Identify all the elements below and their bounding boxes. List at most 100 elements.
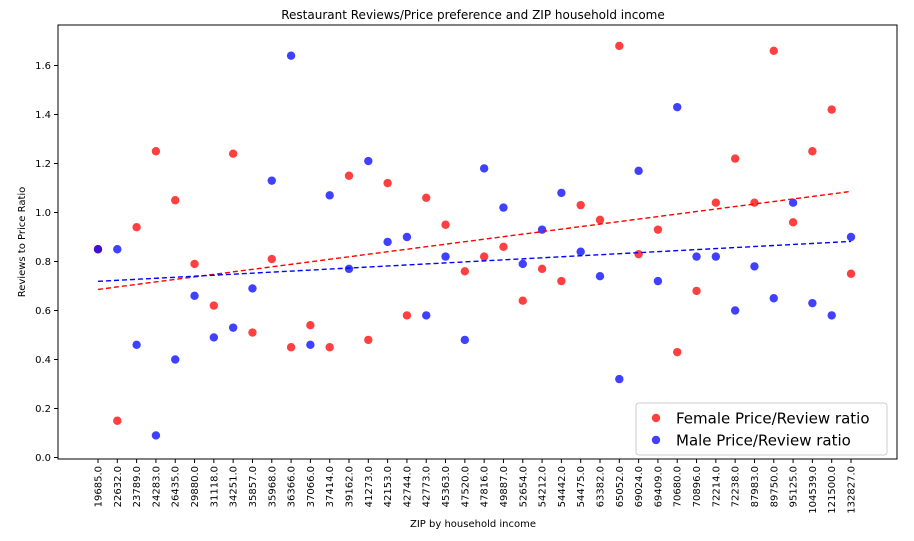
male-point xyxy=(846,232,856,242)
y-tick-label: 0.0 xyxy=(35,453,51,464)
x-tick-label: 89750.0 xyxy=(769,466,780,507)
male-point xyxy=(228,323,238,332)
female-point xyxy=(113,416,122,425)
x-tick-label: 42773.0 xyxy=(422,466,433,507)
female-point xyxy=(595,215,605,225)
female-point xyxy=(615,41,624,51)
y-tick-label: 1.4 xyxy=(35,110,51,121)
female-point xyxy=(711,198,721,207)
male-point xyxy=(711,252,721,261)
male-point xyxy=(673,102,682,112)
legend-marker-female xyxy=(651,413,661,423)
x-tick-label: 69024.0 xyxy=(634,466,645,507)
male-point xyxy=(788,198,798,207)
male-point xyxy=(306,340,315,349)
female-point xyxy=(344,171,354,180)
female-point xyxy=(769,46,778,55)
male-point xyxy=(460,335,470,345)
male-point xyxy=(364,156,373,166)
female-point xyxy=(209,301,219,310)
female-point xyxy=(808,147,817,156)
male-point xyxy=(808,298,817,308)
legend-label-female: Female Price/Review ratio xyxy=(676,410,870,428)
x-tick-label: 41273.0 xyxy=(364,466,375,507)
x-tick-label: 24283.0 xyxy=(151,466,162,507)
male-point xyxy=(576,247,585,256)
female-point xyxy=(441,220,450,229)
male-point xyxy=(93,245,103,254)
male-point xyxy=(499,203,508,212)
female-point xyxy=(286,343,296,352)
female-point xyxy=(151,147,161,156)
x-tick-label: 36366.0 xyxy=(287,466,298,507)
x-tick-label: 54442.0 xyxy=(557,466,568,507)
male-point xyxy=(402,232,412,242)
female-point xyxy=(267,254,276,264)
x-tick-label: 65052.0 xyxy=(615,466,626,507)
female-point xyxy=(132,223,141,232)
male-point xyxy=(557,188,566,198)
male-point xyxy=(248,284,257,293)
female-point xyxy=(730,154,740,163)
male-point xyxy=(479,164,489,173)
x-tick-label: 37414.0 xyxy=(325,466,336,507)
male-point xyxy=(209,333,219,342)
female-point xyxy=(557,276,566,286)
male-point xyxy=(383,237,392,247)
male-trend-line xyxy=(97,240,852,283)
female-point xyxy=(518,296,527,305)
female-point xyxy=(479,252,489,261)
x-tick-label: 72214.0 xyxy=(711,466,722,507)
female-point xyxy=(653,225,663,234)
x-tick-label: 47816.0 xyxy=(480,466,491,507)
x-tick-label: 95125.0 xyxy=(789,466,800,507)
male-point xyxy=(750,262,759,271)
male-point xyxy=(113,245,122,254)
x-tick-label: 70896.0 xyxy=(692,466,703,507)
x-tick-label: 22632.0 xyxy=(113,466,124,507)
x-tick-label: 121500.0 xyxy=(827,466,838,514)
y-axis-label: Reviews to Price Ratio xyxy=(17,187,28,298)
male-point xyxy=(132,340,141,349)
male-point xyxy=(769,294,778,303)
x-tick-label: 23789.0 xyxy=(132,466,143,507)
legend-marker-male xyxy=(651,435,661,445)
y-tick-label: 0.8 xyxy=(35,257,51,268)
x-tick-label: 37066.0 xyxy=(306,466,317,507)
male-point xyxy=(692,252,701,261)
female-point xyxy=(499,242,508,251)
female-point xyxy=(190,259,199,269)
female-point xyxy=(248,328,257,337)
chart-title: Restaurant Reviews/Price preference and … xyxy=(281,8,665,22)
male-point xyxy=(151,431,161,440)
female-point xyxy=(364,335,373,345)
male-point xyxy=(653,276,663,286)
x-tick-label: 26435.0 xyxy=(171,466,182,507)
male-point xyxy=(730,306,740,315)
female-point xyxy=(692,286,701,296)
legend-label-male: Male Price/Review ratio xyxy=(676,432,851,450)
female-point xyxy=(325,343,334,352)
female-point xyxy=(846,269,856,278)
female-point xyxy=(537,264,547,274)
male-point xyxy=(441,252,450,261)
x-tick-label: 52654.0 xyxy=(518,466,529,507)
female-point xyxy=(576,200,585,210)
x-tick-label: 45363.0 xyxy=(441,466,452,507)
x-tick-label: 39162.0 xyxy=(345,466,356,507)
male-point xyxy=(518,259,527,269)
x-tick-label: 47520.0 xyxy=(460,466,471,507)
female-point xyxy=(383,178,392,188)
female-trend-line xyxy=(97,190,852,291)
x-tick-label: 132827.0 xyxy=(847,466,858,514)
male-point xyxy=(595,272,605,281)
male-point xyxy=(615,374,624,384)
female-point xyxy=(306,321,315,330)
x-tick-label: 63382.0 xyxy=(596,466,607,507)
x-tick-label: 69409.0 xyxy=(653,466,664,507)
x-tick-label: 19685.0 xyxy=(94,466,105,507)
y-tick-label: 0.6 xyxy=(35,306,51,317)
female-point xyxy=(402,311,412,320)
x-tick-label: 72238.0 xyxy=(731,466,742,507)
